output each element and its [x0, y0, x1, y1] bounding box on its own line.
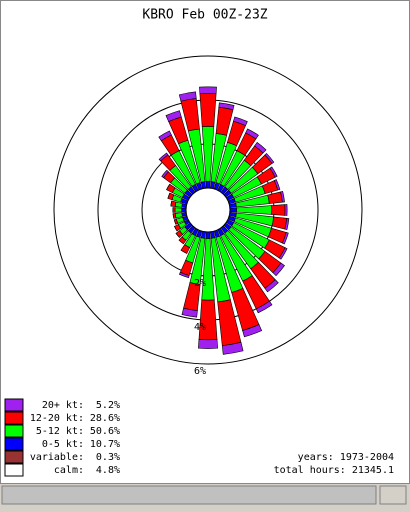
wind-segment	[269, 166, 278, 178]
legend-label: 12-20 kt:	[30, 413, 84, 424]
wind-segment	[218, 102, 235, 111]
legend-swatch	[4, 450, 24, 464]
wind-segment	[198, 339, 218, 349]
scrollbar-button[interactable]	[379, 485, 407, 505]
wind-segment	[205, 231, 211, 239]
wind-segment	[181, 307, 198, 318]
calm-circle	[185, 187, 231, 233]
note: years: 1973-2004	[298, 452, 394, 463]
wind-segment	[254, 141, 267, 154]
legend-label: 20+ kt:	[42, 400, 84, 411]
wind-segment	[165, 110, 182, 122]
wind-segment	[281, 232, 289, 245]
wind-segment	[181, 207, 187, 213]
legend-label: calm:	[54, 465, 84, 476]
wind-segment	[199, 93, 217, 127]
wind-segment	[284, 204, 288, 216]
legend-swatch	[4, 463, 24, 477]
chart-title: KBRO Feb 00Z-23Z	[142, 8, 267, 23]
wind-segment	[221, 341, 244, 355]
wind-segment	[158, 130, 172, 142]
wind-segment	[264, 279, 279, 293]
frame	[0, 0, 410, 484]
wind-segment	[161, 169, 169, 179]
legend-value: 4.8%	[96, 465, 120, 476]
legend-swatch	[4, 398, 24, 412]
wind-segment	[158, 152, 169, 162]
legend-value: 5.2%	[96, 400, 120, 411]
wind-segment	[233, 116, 248, 126]
ring-label: 4%	[194, 322, 206, 333]
wind-segment	[178, 271, 190, 279]
legend-label: 5-12 kt:	[36, 426, 84, 437]
legend-swatch	[4, 411, 24, 425]
ring-label: 6%	[194, 366, 206, 377]
wind-segment	[199, 86, 217, 95]
wind-segment	[273, 179, 281, 191]
legend-swatch	[4, 437, 24, 451]
legend-value: 28.6%	[90, 413, 120, 424]
legend-value: 0.3%	[96, 452, 120, 463]
wind-segment	[264, 153, 275, 164]
wind-segment	[166, 183, 170, 190]
wind-segment	[198, 299, 218, 341]
scrollbar-thumb[interactable]	[1, 485, 377, 505]
legend-value: 50.6%	[90, 426, 120, 437]
wind-segment	[280, 191, 285, 203]
wind-segment	[205, 181, 211, 189]
wind-segment	[229, 207, 237, 213]
wind-segment	[272, 262, 285, 277]
legend-label: 0-5 kt:	[42, 439, 84, 450]
ring	[53, 55, 363, 365]
legend-label: variable:	[30, 452, 84, 463]
wind-segment	[174, 207, 182, 213]
wind-segment	[245, 128, 259, 140]
wind-segment	[255, 300, 273, 314]
legend-swatch	[4, 424, 24, 438]
wind-segment	[271, 204, 286, 216]
wind-segment	[284, 217, 290, 231]
wind-segment	[278, 247, 288, 260]
ring-label: 2%	[194, 278, 206, 289]
note: total hours: 21345.1	[274, 465, 394, 476]
wind-segment	[242, 324, 263, 338]
wind-segment	[178, 91, 197, 102]
legend-value: 10.7%	[90, 439, 120, 450]
